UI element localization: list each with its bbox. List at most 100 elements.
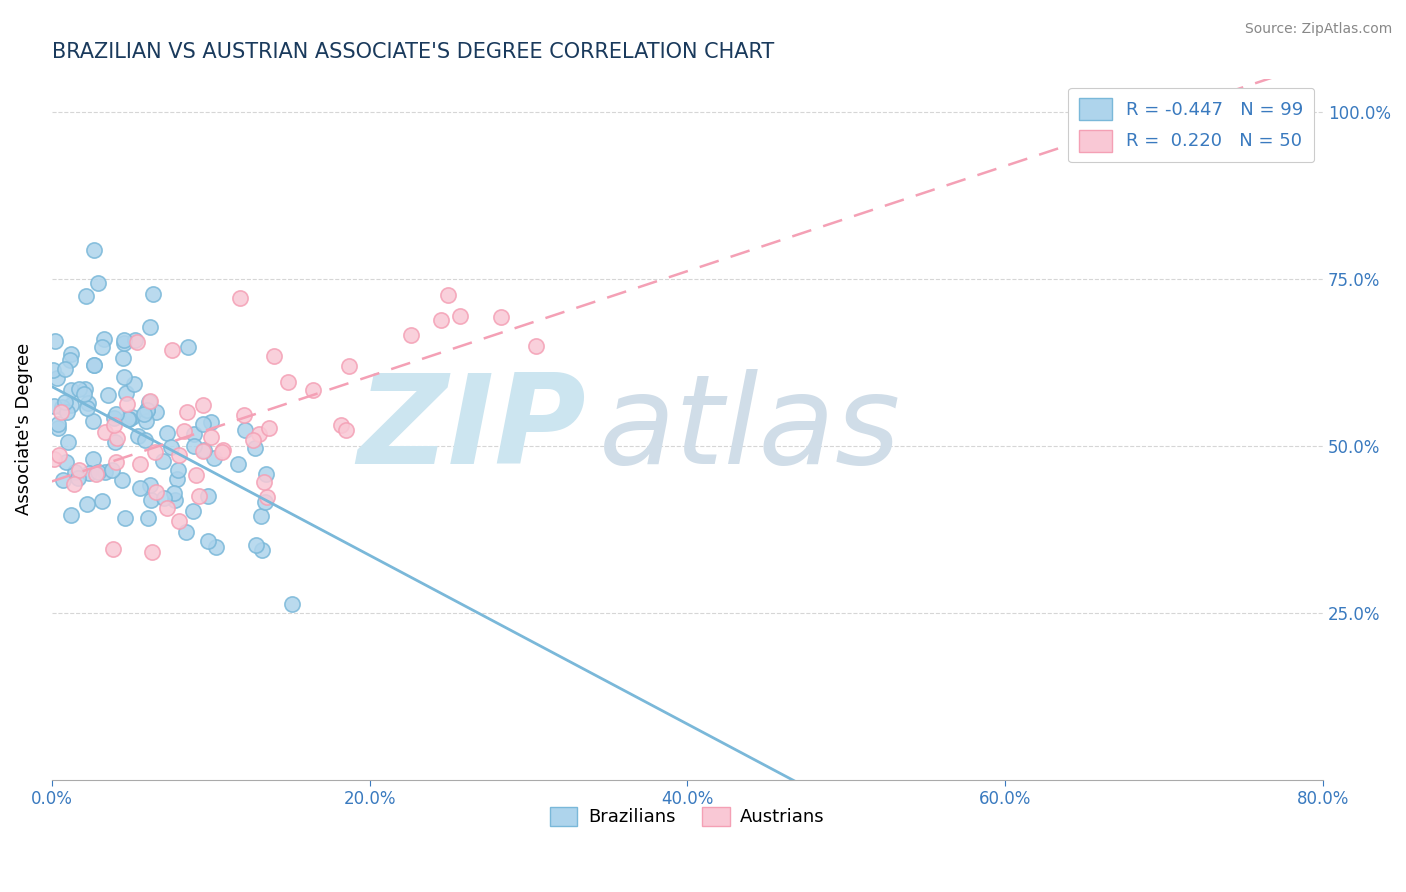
Point [94, 425, 117, 439]
Point [163, 492, 186, 507]
Point [249, 509, 271, 524]
Point [277, 375, 299, 389]
Point [49, 405, 72, 419]
Point [76, 395, 98, 409]
Point [193, 398, 215, 412]
Point [250, 542, 273, 557]
Point [183, 439, 205, 453]
Point [59, 383, 82, 397]
Point [112, 370, 135, 384]
Point [243, 441, 266, 455]
Point [55, 455, 77, 469]
Point [152, 453, 174, 467]
Point [491, 310, 513, 324]
Point [46, 420, 69, 434]
Point [73, 387, 96, 401]
Point [430, 313, 453, 327]
Point [87, 276, 110, 290]
Point [153, 491, 176, 505]
Text: BRAZILIAN VS AUSTRIAN ASSOCIATE'S DEGREE CORRELATION CHART: BRAZILIAN VS AUSTRIAN ASSOCIATE'S DEGREE… [52, 42, 773, 62]
Point [103, 411, 125, 425]
Point [56, 405, 79, 419]
Point [101, 463, 124, 477]
Point [200, 430, 222, 444]
Point [111, 351, 134, 366]
Point [73, 382, 96, 396]
Point [173, 424, 195, 438]
Point [91, 340, 114, 354]
Point [145, 484, 167, 499]
Point [76, 497, 98, 511]
Point [232, 408, 254, 422]
Point [86, 465, 108, 479]
Point [136, 511, 159, 525]
Point [77, 466, 100, 480]
Point [83, 243, 105, 257]
Point [104, 455, 127, 469]
Point [329, 417, 352, 432]
Point [524, 339, 547, 353]
Point [174, 524, 197, 539]
Point [122, 376, 145, 391]
Point [62, 476, 84, 491]
Point [166, 463, 188, 477]
Point [59, 353, 82, 368]
Point [176, 405, 198, 419]
Point [167, 448, 190, 462]
Point [115, 386, 138, 401]
Point [142, 287, 165, 301]
Point [177, 340, 200, 354]
Point [58, 434, 80, 449]
Point [121, 410, 143, 425]
Point [83, 358, 105, 372]
Point [205, 541, 228, 555]
Point [115, 397, 138, 411]
Point [253, 475, 276, 489]
Point [83, 358, 105, 372]
Point [82, 452, 104, 467]
Point [129, 481, 152, 495]
Text: ZIP: ZIP [357, 368, 586, 490]
Point [143, 445, 166, 459]
Point [163, 485, 186, 500]
Point [53, 394, 76, 409]
Point [337, 359, 360, 373]
Point [42, 363, 65, 377]
Point [135, 403, 157, 417]
Point [42, 452, 65, 467]
Y-axis label: Associate's Degree: Associate's Degree [15, 343, 32, 516]
Point [242, 434, 264, 448]
Point [52, 473, 75, 487]
Point [197, 533, 219, 548]
Point [135, 403, 157, 417]
Point [75, 289, 97, 303]
Point [183, 426, 205, 441]
Point [139, 492, 162, 507]
Point [104, 434, 127, 449]
Point [46, 417, 69, 431]
Point [193, 442, 215, 457]
Point [138, 395, 160, 409]
Legend: Brazilians, Austrians: Brazilians, Austrians [543, 800, 832, 834]
Point [63, 465, 86, 479]
Point [84, 467, 107, 482]
Point [181, 504, 204, 518]
Point [256, 490, 278, 504]
Point [166, 472, 188, 486]
Point [399, 328, 422, 343]
Text: Source: ZipAtlas.com: Source: ZipAtlas.com [1244, 22, 1392, 37]
Point [211, 445, 233, 459]
Point [69, 463, 91, 477]
Point [233, 423, 256, 437]
Point [42, 400, 65, 414]
Point [134, 433, 156, 447]
Point [76, 401, 98, 415]
Point [139, 319, 162, 334]
Point [135, 413, 157, 427]
Point [60, 398, 83, 412]
Point [91, 493, 114, 508]
Point [263, 350, 285, 364]
Point [139, 393, 162, 408]
Point [124, 333, 146, 347]
Point [156, 426, 179, 441]
